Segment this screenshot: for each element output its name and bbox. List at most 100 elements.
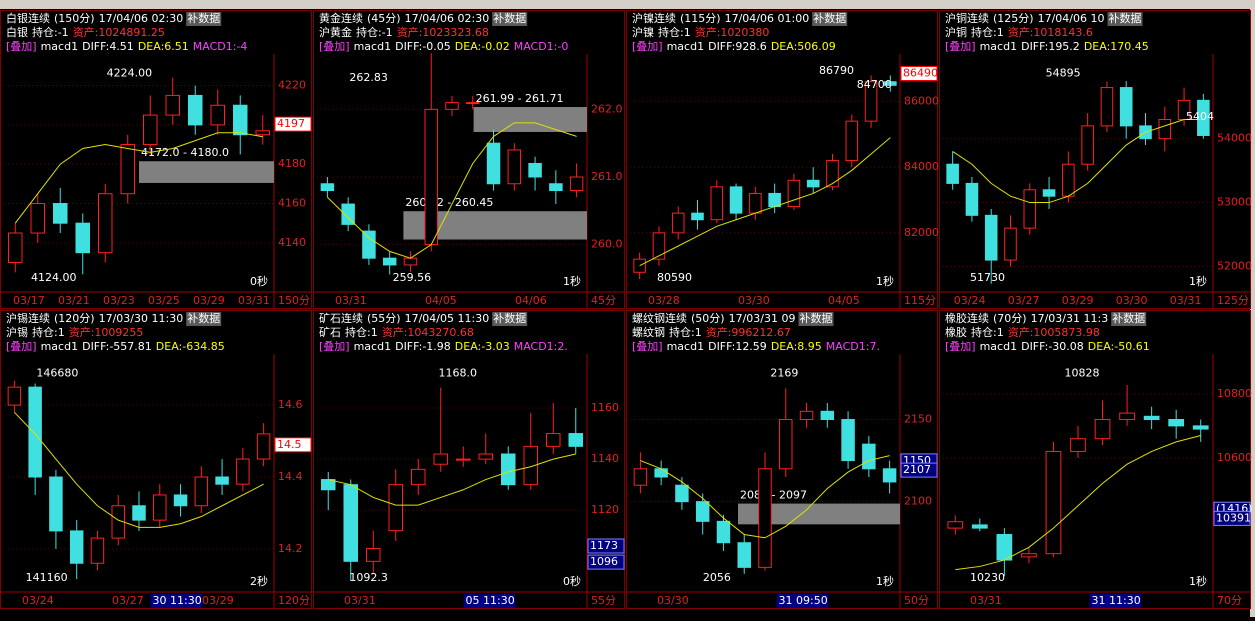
x-tick-label: 03/27 — [112, 594, 144, 607]
candle-body — [787, 179, 801, 208]
price-tag-box — [274, 437, 312, 453]
zone-label: 4172.0 - 4180.0 — [141, 146, 229, 159]
refill-button[interactable]: 补数据 — [187, 11, 220, 25]
candle-body — [341, 203, 355, 225]
refill-button[interactable]: 补数据 — [813, 11, 846, 25]
candle-body — [528, 162, 542, 178]
diff: DIFF:4.51 — [82, 40, 134, 53]
ma-line — [955, 434, 1201, 571]
candle-body — [695, 501, 710, 522]
period: (125分) — [993, 12, 1034, 25]
panel-title: 白银连续 — [6, 11, 50, 25]
y-tick-label: 14.6 — [278, 398, 303, 411]
timer: 2秒 — [250, 574, 268, 588]
candle-body — [946, 163, 959, 184]
candle-body — [153, 494, 167, 521]
zone-label: 261.99 - 261.71 — [476, 92, 564, 105]
candle-body — [132, 505, 146, 521]
overlay: [叠加] — [6, 40, 37, 53]
panel-frame — [626, 10, 938, 309]
x-tick-label: 03/24 — [22, 594, 54, 607]
position: 持仓:-1 — [32, 25, 69, 39]
position: 持仓:1 — [32, 325, 65, 339]
assets: 资产:1005873.98 — [1008, 325, 1100, 339]
indicator: macd1 — [667, 40, 705, 53]
cursor-box — [150, 594, 203, 608]
candle-body — [1119, 412, 1135, 421]
y-tick-label: 260.0 — [591, 238, 623, 251]
scroll-strip — [1250, 9, 1255, 617]
period-label: 115分 — [904, 294, 936, 307]
candle-body — [362, 230, 376, 259]
contract: 沪镍 — [632, 25, 654, 39]
ma-line — [952, 119, 1204, 204]
time: 17/04/06 01:00 — [725, 12, 810, 25]
refill-button[interactable]: 补数据 — [1109, 11, 1142, 25]
time: 17/04/06 02:30 — [405, 12, 490, 25]
price-note: 1092.3 — [349, 571, 388, 584]
candle-body — [984, 214, 998, 261]
ma-line — [328, 453, 576, 506]
y-tick-label: 262.0 — [591, 102, 623, 115]
position: 持仓:1 — [971, 325, 1004, 339]
candle-body — [49, 476, 63, 532]
candle-body — [729, 186, 743, 214]
assets: 资产:1023323.68 — [397, 25, 489, 39]
candle-body — [1045, 450, 1062, 555]
candle-body — [456, 458, 471, 461]
y-tick-label: 10600 — [1217, 451, 1252, 464]
candle-body — [716, 520, 731, 544]
candle-body — [691, 212, 704, 221]
x-tick-label: 04/05 — [425, 294, 457, 307]
refill-button[interactable]: 补数据 — [493, 11, 526, 25]
overlay: [叠加] — [6, 340, 37, 353]
refill-button[interactable]: 补数据 — [493, 311, 526, 325]
candle-body — [523, 445, 538, 486]
timer: 1秒 — [876, 574, 894, 588]
contract: 螺纹钢 — [632, 325, 665, 339]
candle-body — [320, 183, 335, 192]
refill-button[interactable]: 补数据 — [187, 311, 220, 325]
x-tick-label: 04/06 — [515, 294, 547, 307]
diff: DIFF:-557.81 — [82, 340, 152, 353]
candle-body — [173, 494, 188, 507]
time: 17/04/05 11:30 — [405, 312, 490, 325]
zone-label: 260.12 - 260.45 — [405, 196, 493, 209]
candle-body — [806, 179, 820, 188]
macd: MACD1:-0 — [514, 40, 569, 53]
diff: DIFF:-0.05 — [395, 40, 451, 53]
dea: DEA:6.51 — [138, 40, 189, 53]
candle-body — [965, 182, 979, 216]
position: 持仓:1 — [669, 325, 702, 339]
candle-body — [165, 94, 180, 116]
refill-button[interactable]: 补数据 — [800, 311, 833, 325]
y-tick-label: 2100 — [904, 495, 932, 508]
y-tick-label: 52000 — [1217, 259, 1252, 272]
candle-body — [382, 257, 397, 266]
timer: 1秒 — [1189, 274, 1207, 288]
candle-body — [30, 203, 45, 234]
refill-button[interactable]: 补数据 — [1112, 311, 1145, 325]
x-tick-label: 03/17 — [13, 294, 45, 307]
ma-line — [640, 455, 890, 539]
contract: 矿石 — [319, 326, 341, 339]
zone-label: 2088 - 2097 — [740, 489, 807, 502]
time: 17/03/31 09 — [729, 312, 796, 325]
dea: DEA:8.95 — [771, 340, 822, 353]
y-tick-label: 82000 — [904, 226, 939, 239]
price-tag-box — [587, 554, 625, 570]
candle-body — [996, 534, 1013, 561]
macd: MACD1:2. — [514, 340, 568, 353]
candle-body — [366, 548, 381, 562]
x-tick-label: 03/30 — [1116, 294, 1148, 307]
panel-frame — [313, 10, 625, 309]
y-tick-label: 1160 — [591, 401, 619, 414]
candle-body — [633, 468, 648, 486]
period: (120分) — [54, 312, 95, 325]
candle-body — [28, 386, 42, 478]
period: (150分) — [54, 12, 95, 25]
indicator: macd1 — [980, 40, 1018, 53]
candle-body — [1168, 419, 1185, 427]
candle-body — [947, 521, 964, 529]
candle-body — [675, 484, 689, 503]
